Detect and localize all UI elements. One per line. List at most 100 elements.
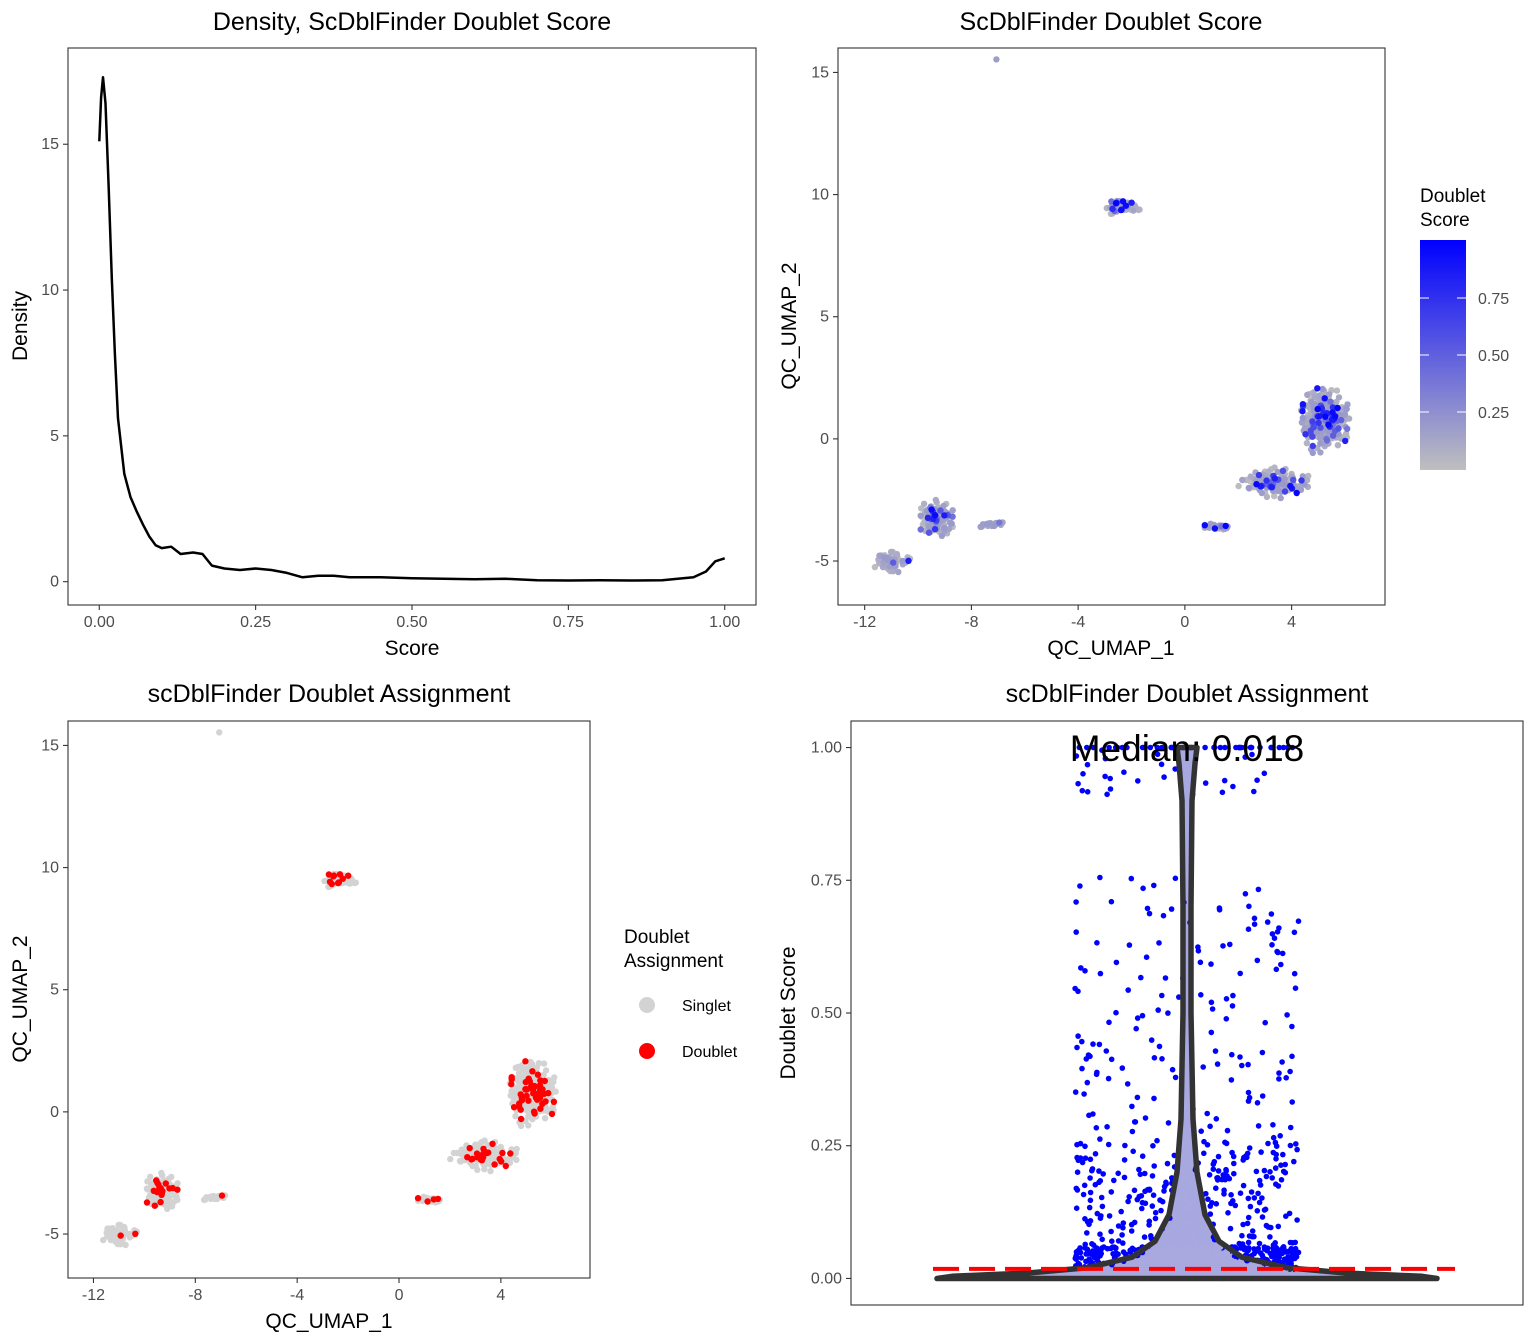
cell-point [165,1175,172,1183]
score-point [1276,1070,1282,1076]
score-point [1279,1059,1285,1065]
score-point [1126,942,1133,948]
score-point [1276,744,1283,751]
score-point [1111,1177,1117,1184]
score-point [1139,1012,1146,1019]
cell-point [1325,428,1332,435]
score-point [1176,994,1182,1000]
cell-point [1304,391,1311,398]
score-point [1208,961,1214,967]
score-point [1122,1142,1128,1149]
score-point [1094,1210,1101,1217]
cell-point [1329,432,1337,439]
score-point [1154,751,1161,758]
x-tick-label: 4 [496,1287,505,1304]
cell-point [1321,395,1328,402]
score-point [1219,789,1226,796]
cell-point [334,879,342,887]
score-point [1151,1095,1157,1102]
score-point [1154,744,1161,751]
cell-point [164,1205,171,1213]
cell-point [115,1221,122,1229]
score-point [1272,1165,1279,1171]
cell-point [542,1098,549,1105]
cell-point [151,1202,158,1209]
score-point [1198,992,1204,998]
cell-point [525,1113,532,1120]
score-point [1251,788,1257,795]
score-point [1267,1234,1273,1240]
score-point [1089,1166,1096,1172]
score-point [1209,1006,1216,1012]
umap-score-panel-border [837,47,1386,606]
score-point [1073,899,1079,905]
cell-point [522,1078,529,1086]
score-point [1251,915,1258,922]
score-point [1295,1249,1302,1256]
score-point [1255,1190,1261,1197]
umap-score-y-ticks: -5 0 5 10 15 [811,64,838,570]
score-legend-label: 0.75 [1478,291,1509,308]
score-point [1086,1112,1092,1119]
score-point [1264,1247,1270,1254]
score-point [1148,1257,1155,1263]
score-point [1215,1175,1221,1181]
cell-point [1263,477,1270,484]
score-point [1239,1062,1245,1069]
score-point [1261,1207,1268,1213]
cell-point [1281,475,1289,483]
score-point [1075,1033,1081,1039]
cell-point [144,1178,151,1185]
score-point [1084,1079,1091,1086]
score-point [1142,1115,1149,1121]
score-point [1255,1123,1262,1129]
score-point [1192,1242,1199,1249]
cell-point [117,1241,124,1248]
score-point [1249,751,1255,758]
cell-point [516,1100,523,1107]
density-plot-area [98,75,726,582]
cell-point [1332,413,1339,420]
score-point [1229,1003,1236,1009]
cell-point [1323,437,1331,444]
score-point [1270,1134,1277,1141]
score-point [1074,1169,1081,1175]
cell-point [162,1180,169,1187]
score-point [1079,1038,1085,1045]
score-point [1097,1231,1103,1237]
score-point [1269,1271,1276,1277]
cell-point [1128,199,1135,206]
score-point [1223,996,1230,1002]
score-point [1202,780,1209,786]
cell-point [1327,398,1334,405]
cell-point [154,1179,161,1186]
cell-point [1314,385,1321,392]
cell-point [143,1199,151,1206]
score-point [1280,1151,1286,1158]
assignment-legend: Doublet Assignment Singlet Doublet [624,927,738,1061]
score-point [1102,773,1108,780]
cell-point [496,1155,503,1163]
score-point [1087,1197,1094,1204]
score-point [1270,1242,1277,1248]
score-point [1165,1228,1171,1234]
score-point [1142,1170,1148,1177]
score-point [1237,970,1243,977]
score-point [1131,1187,1138,1194]
score-point [1287,1258,1294,1264]
score-point [1167,1253,1174,1260]
score-point [1113,1250,1119,1256]
cell-point [895,568,902,576]
cell-point [548,1110,556,1118]
score-point [1159,1056,1165,1062]
score-point [1100,1171,1106,1177]
score-point [1146,1187,1153,1193]
score-point [1108,898,1115,905]
cell-point [1281,488,1289,495]
score-point [1273,1181,1279,1187]
score-point [1155,1007,1161,1013]
score-point [1151,1245,1158,1252]
cell-point [1341,411,1349,418]
score-point [1139,1199,1146,1206]
score-point [1214,1061,1221,1067]
